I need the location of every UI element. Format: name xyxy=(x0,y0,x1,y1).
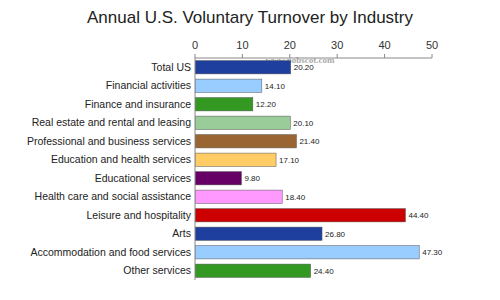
bars xyxy=(195,61,419,278)
bar xyxy=(195,227,322,240)
category-label: Accommodation and food services xyxy=(31,246,192,258)
tick-mark xyxy=(384,54,385,58)
tick-label: 40 xyxy=(378,39,390,51)
bar xyxy=(195,209,405,222)
tick-label: 50 xyxy=(426,39,438,51)
category-label: Professional and business services xyxy=(27,135,191,147)
category-label: Education and health services xyxy=(51,153,191,165)
bar xyxy=(195,153,276,166)
x-axis-line xyxy=(195,58,432,59)
category-label: Educational services xyxy=(95,172,191,184)
data-label: 44.40 xyxy=(408,211,429,220)
tick-label: 10 xyxy=(236,39,248,51)
chart-svg: Annual U.S. Voluntary Turnover by Indust… xyxy=(0,0,500,300)
data-label: 9.80 xyxy=(244,174,260,183)
bar xyxy=(195,61,291,74)
tick-label: 30 xyxy=(331,39,343,51)
data-label: 20.20 xyxy=(294,63,315,72)
tick-mark xyxy=(195,54,196,58)
category-label: Arts xyxy=(172,227,191,239)
chart-title: Annual U.S. Voluntary Turnover by Indust… xyxy=(87,8,414,27)
category-label: Finance and insurance xyxy=(85,98,191,110)
tick-mark xyxy=(289,54,290,58)
tick-label: 0 xyxy=(192,39,198,51)
data-label: 24.40 xyxy=(314,267,335,276)
tick-mark xyxy=(432,54,433,58)
tick-mark xyxy=(242,54,243,58)
data-label: 47.30 xyxy=(422,248,443,257)
y-axis-line xyxy=(195,58,196,280)
data-label: 17.10 xyxy=(279,156,300,165)
category-label: Total US xyxy=(151,61,191,73)
tick-label: 20 xyxy=(284,39,296,51)
bar xyxy=(195,246,419,259)
chart-container: Annual U.S. Voluntary Turnover by Indust… xyxy=(0,0,500,300)
data-label: 21.40 xyxy=(299,137,320,146)
tick-mark xyxy=(337,54,338,58)
bar xyxy=(195,98,253,111)
bar xyxy=(195,135,296,148)
data-label: 26.80 xyxy=(325,230,346,239)
data-label: 18.40 xyxy=(285,193,306,202)
category-label: Health care and social assistance xyxy=(35,190,192,202)
category-label: Financial activities xyxy=(106,79,191,91)
bar xyxy=(195,116,290,129)
bar xyxy=(195,264,311,277)
data-label: 20.10 xyxy=(293,119,314,128)
bar xyxy=(195,172,241,185)
data-label: 12.20 xyxy=(256,100,277,109)
category-label: Leisure and hospitality xyxy=(87,209,192,221)
data-label: 14.10 xyxy=(265,82,286,91)
category-label: Other services xyxy=(123,264,191,276)
category-label: Real estate and rental and leasing xyxy=(32,116,192,128)
bar xyxy=(195,79,262,92)
bar xyxy=(195,190,282,203)
